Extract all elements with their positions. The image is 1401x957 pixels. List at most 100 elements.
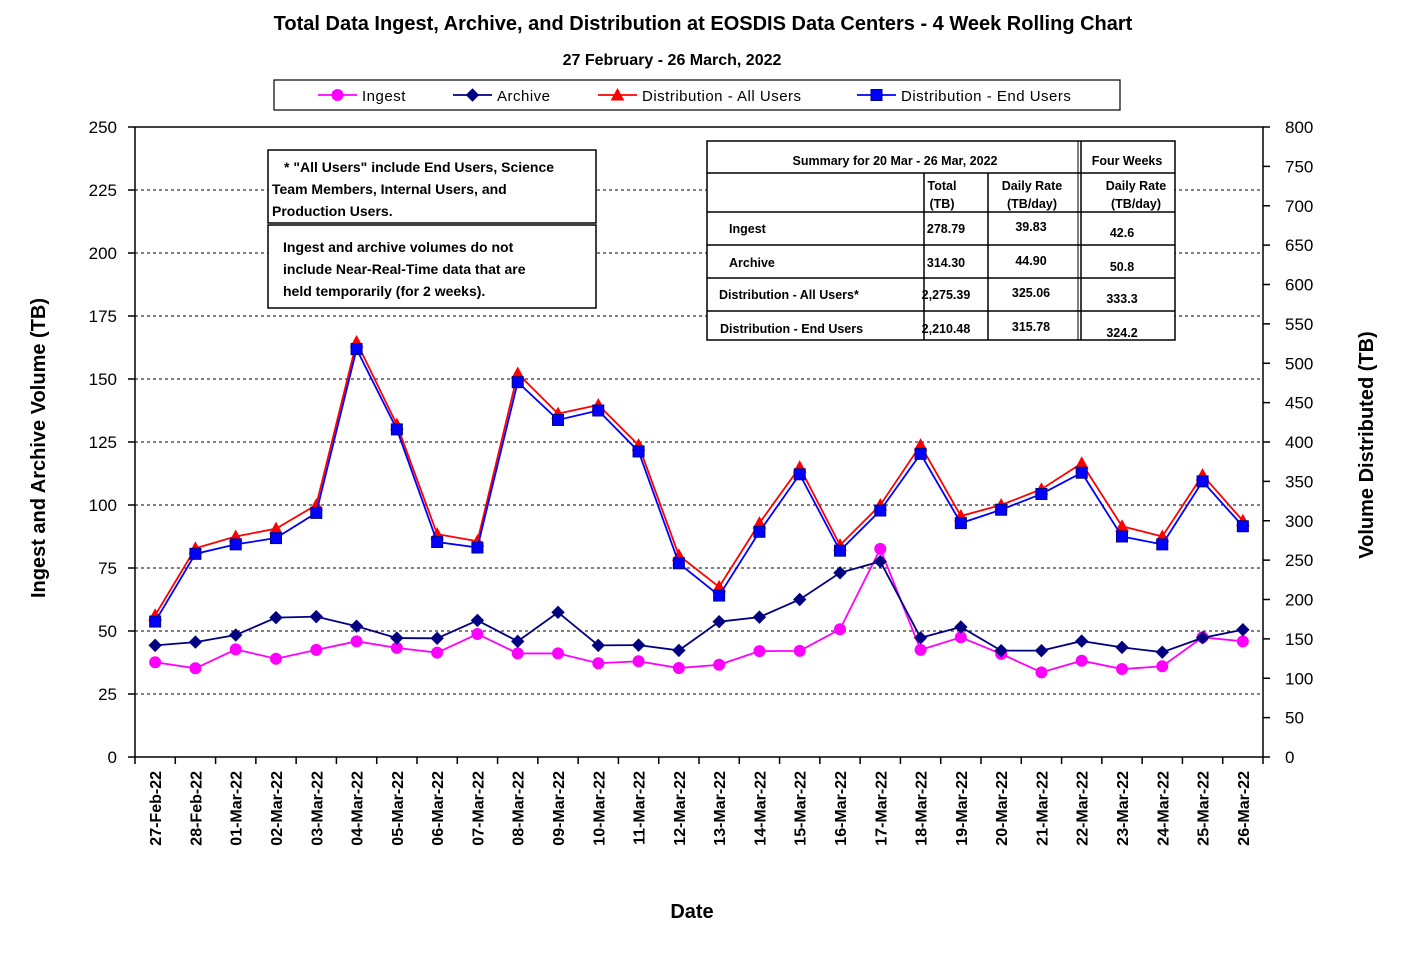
legend-label: Ingest bbox=[362, 88, 406, 105]
right-tick-label: 400 bbox=[1285, 433, 1313, 452]
legend: Ingest Archive Distribution - All Users Dis… bbox=[273, 79, 1121, 111]
data-point bbox=[349, 619, 364, 633]
data-point bbox=[712, 614, 726, 629]
summary-row-label: Ingest bbox=[729, 222, 767, 236]
summary-period-header: Summary for 20 Mar - 26 Mar, 2022 bbox=[793, 154, 998, 168]
note-line: held temporarily (for 2 weeks). bbox=[283, 283, 485, 299]
x-tick-label: 15-Mar-22 bbox=[793, 771, 810, 846]
right-tick-label: 600 bbox=[1285, 276, 1313, 295]
right-tick-label: 700 bbox=[1285, 197, 1313, 216]
data-point bbox=[310, 506, 323, 519]
data-point bbox=[270, 652, 282, 665]
data-point bbox=[592, 657, 605, 670]
data-point bbox=[591, 638, 605, 653]
left-tick-label: 150 bbox=[89, 370, 117, 389]
data-point bbox=[431, 646, 444, 659]
data-point bbox=[672, 557, 685, 570]
series-layer bbox=[148, 334, 1250, 679]
data-point bbox=[1074, 456, 1089, 469]
data-point bbox=[310, 643, 323, 656]
x-axis-label: Date bbox=[670, 901, 713, 923]
x-tick-label: 04-Mar-22 bbox=[350, 771, 367, 846]
x-tick-label: 18-Mar-22 bbox=[914, 771, 931, 846]
data-point bbox=[149, 656, 162, 669]
note-all-users: * "All Users" include End Users, Science… bbox=[267, 149, 597, 224]
right-tick-label: 350 bbox=[1285, 472, 1313, 491]
data-point bbox=[672, 662, 685, 675]
left-tick-label: 25 bbox=[98, 685, 117, 704]
data-point bbox=[873, 554, 887, 569]
left-tick-label: 75 bbox=[98, 559, 117, 578]
x-tick-label: 13-Mar-22 bbox=[712, 771, 729, 846]
summary-total: 278.79 bbox=[927, 222, 965, 236]
gridlines bbox=[135, 189, 1263, 695]
y-axis-label-right: Volume Distributed (TB) bbox=[1356, 331, 1378, 558]
series-line bbox=[154, 339, 1244, 616]
left-tick-label: 175 bbox=[89, 307, 117, 326]
x-tick-label: 10-Mar-22 bbox=[591, 771, 608, 846]
data-point bbox=[994, 643, 1008, 658]
data-point bbox=[1075, 466, 1088, 479]
x-tick-label: 21-Mar-22 bbox=[1034, 771, 1051, 846]
data-point bbox=[189, 547, 202, 560]
data-point bbox=[610, 87, 625, 101]
data-point bbox=[914, 447, 927, 460]
summary-frame bbox=[706, 140, 1176, 341]
data-point bbox=[1035, 666, 1048, 679]
data-point bbox=[870, 89, 883, 101]
x-tick-label: 06-Mar-22 bbox=[430, 771, 447, 846]
x-axis-ticks: 27-Feb-22 28-Feb-22 01-Mar-22 02-Mar-22 03-M… bbox=[134, 757, 1264, 846]
data-point bbox=[914, 643, 927, 656]
left-tick-label: 125 bbox=[89, 433, 117, 452]
right-axis-ticks: 0 50 100 150 200 250 300 350 400 450 500 550 600 650 7… bbox=[1263, 118, 1313, 767]
data-point bbox=[1156, 660, 1169, 673]
right-tick-label: 750 bbox=[1285, 157, 1313, 176]
data-point bbox=[552, 413, 564, 426]
data-point bbox=[350, 635, 363, 648]
data-point bbox=[592, 404, 605, 417]
data-point bbox=[1236, 623, 1250, 637]
x-tick-label: 22-Mar-22 bbox=[1075, 771, 1092, 846]
summary-four-weeks: 324.2 bbox=[1106, 326, 1137, 340]
note-line: * "All Users" include End Users, Science bbox=[284, 159, 554, 175]
left-axis-ticks: 0 25 50 75 100 125 150 175 200 225 250 bbox=[89, 118, 135, 767]
summary-col-header: (TB/day) bbox=[1007, 197, 1057, 211]
note-near-real-time: Ingest and archive volumes do not include… bbox=[267, 224, 597, 309]
summary-daily: 315.78 bbox=[1012, 320, 1050, 334]
left-tick-label: 100 bbox=[89, 496, 117, 515]
data-point bbox=[1035, 487, 1048, 500]
data-point bbox=[631, 638, 646, 652]
data-point bbox=[148, 638, 162, 653]
data-point bbox=[1195, 631, 1210, 645]
legend-frame bbox=[273, 79, 1121, 111]
data-point bbox=[1075, 654, 1088, 667]
data-point bbox=[331, 89, 344, 101]
note-line: Ingest and archive volumes do not bbox=[283, 239, 514, 255]
data-point bbox=[1236, 520, 1249, 533]
right-tick-label: 150 bbox=[1285, 630, 1313, 649]
summary-row-label: Distribution - End Users bbox=[720, 322, 863, 336]
summary-total: 314.30 bbox=[927, 256, 965, 270]
right-tick-label: 450 bbox=[1285, 394, 1313, 413]
summary-row-label: Distribution - All Users* bbox=[719, 288, 859, 302]
data-point bbox=[511, 647, 524, 660]
data-point bbox=[632, 655, 645, 668]
x-tick-label: 23-Mar-22 bbox=[1115, 771, 1132, 846]
legend-item-distribution-end-users: Distribution - End Users bbox=[857, 88, 1071, 105]
summary-col-header: Total bbox=[928, 179, 957, 193]
data-point bbox=[1236, 635, 1249, 648]
data-point bbox=[229, 538, 242, 551]
data-point bbox=[431, 536, 444, 549]
data-point bbox=[269, 521, 283, 535]
data-point bbox=[713, 589, 726, 602]
data-point bbox=[551, 605, 565, 620]
data-point bbox=[632, 445, 645, 458]
x-tick-label: 16-Mar-22 bbox=[833, 771, 850, 846]
summary-four-weeks: 333.3 bbox=[1106, 292, 1137, 306]
x-tick-label: 25-Mar-22 bbox=[1196, 771, 1213, 846]
legend-label: Archive bbox=[497, 88, 551, 105]
data-point bbox=[874, 542, 887, 555]
data-point bbox=[954, 620, 968, 634]
data-point bbox=[511, 376, 524, 389]
